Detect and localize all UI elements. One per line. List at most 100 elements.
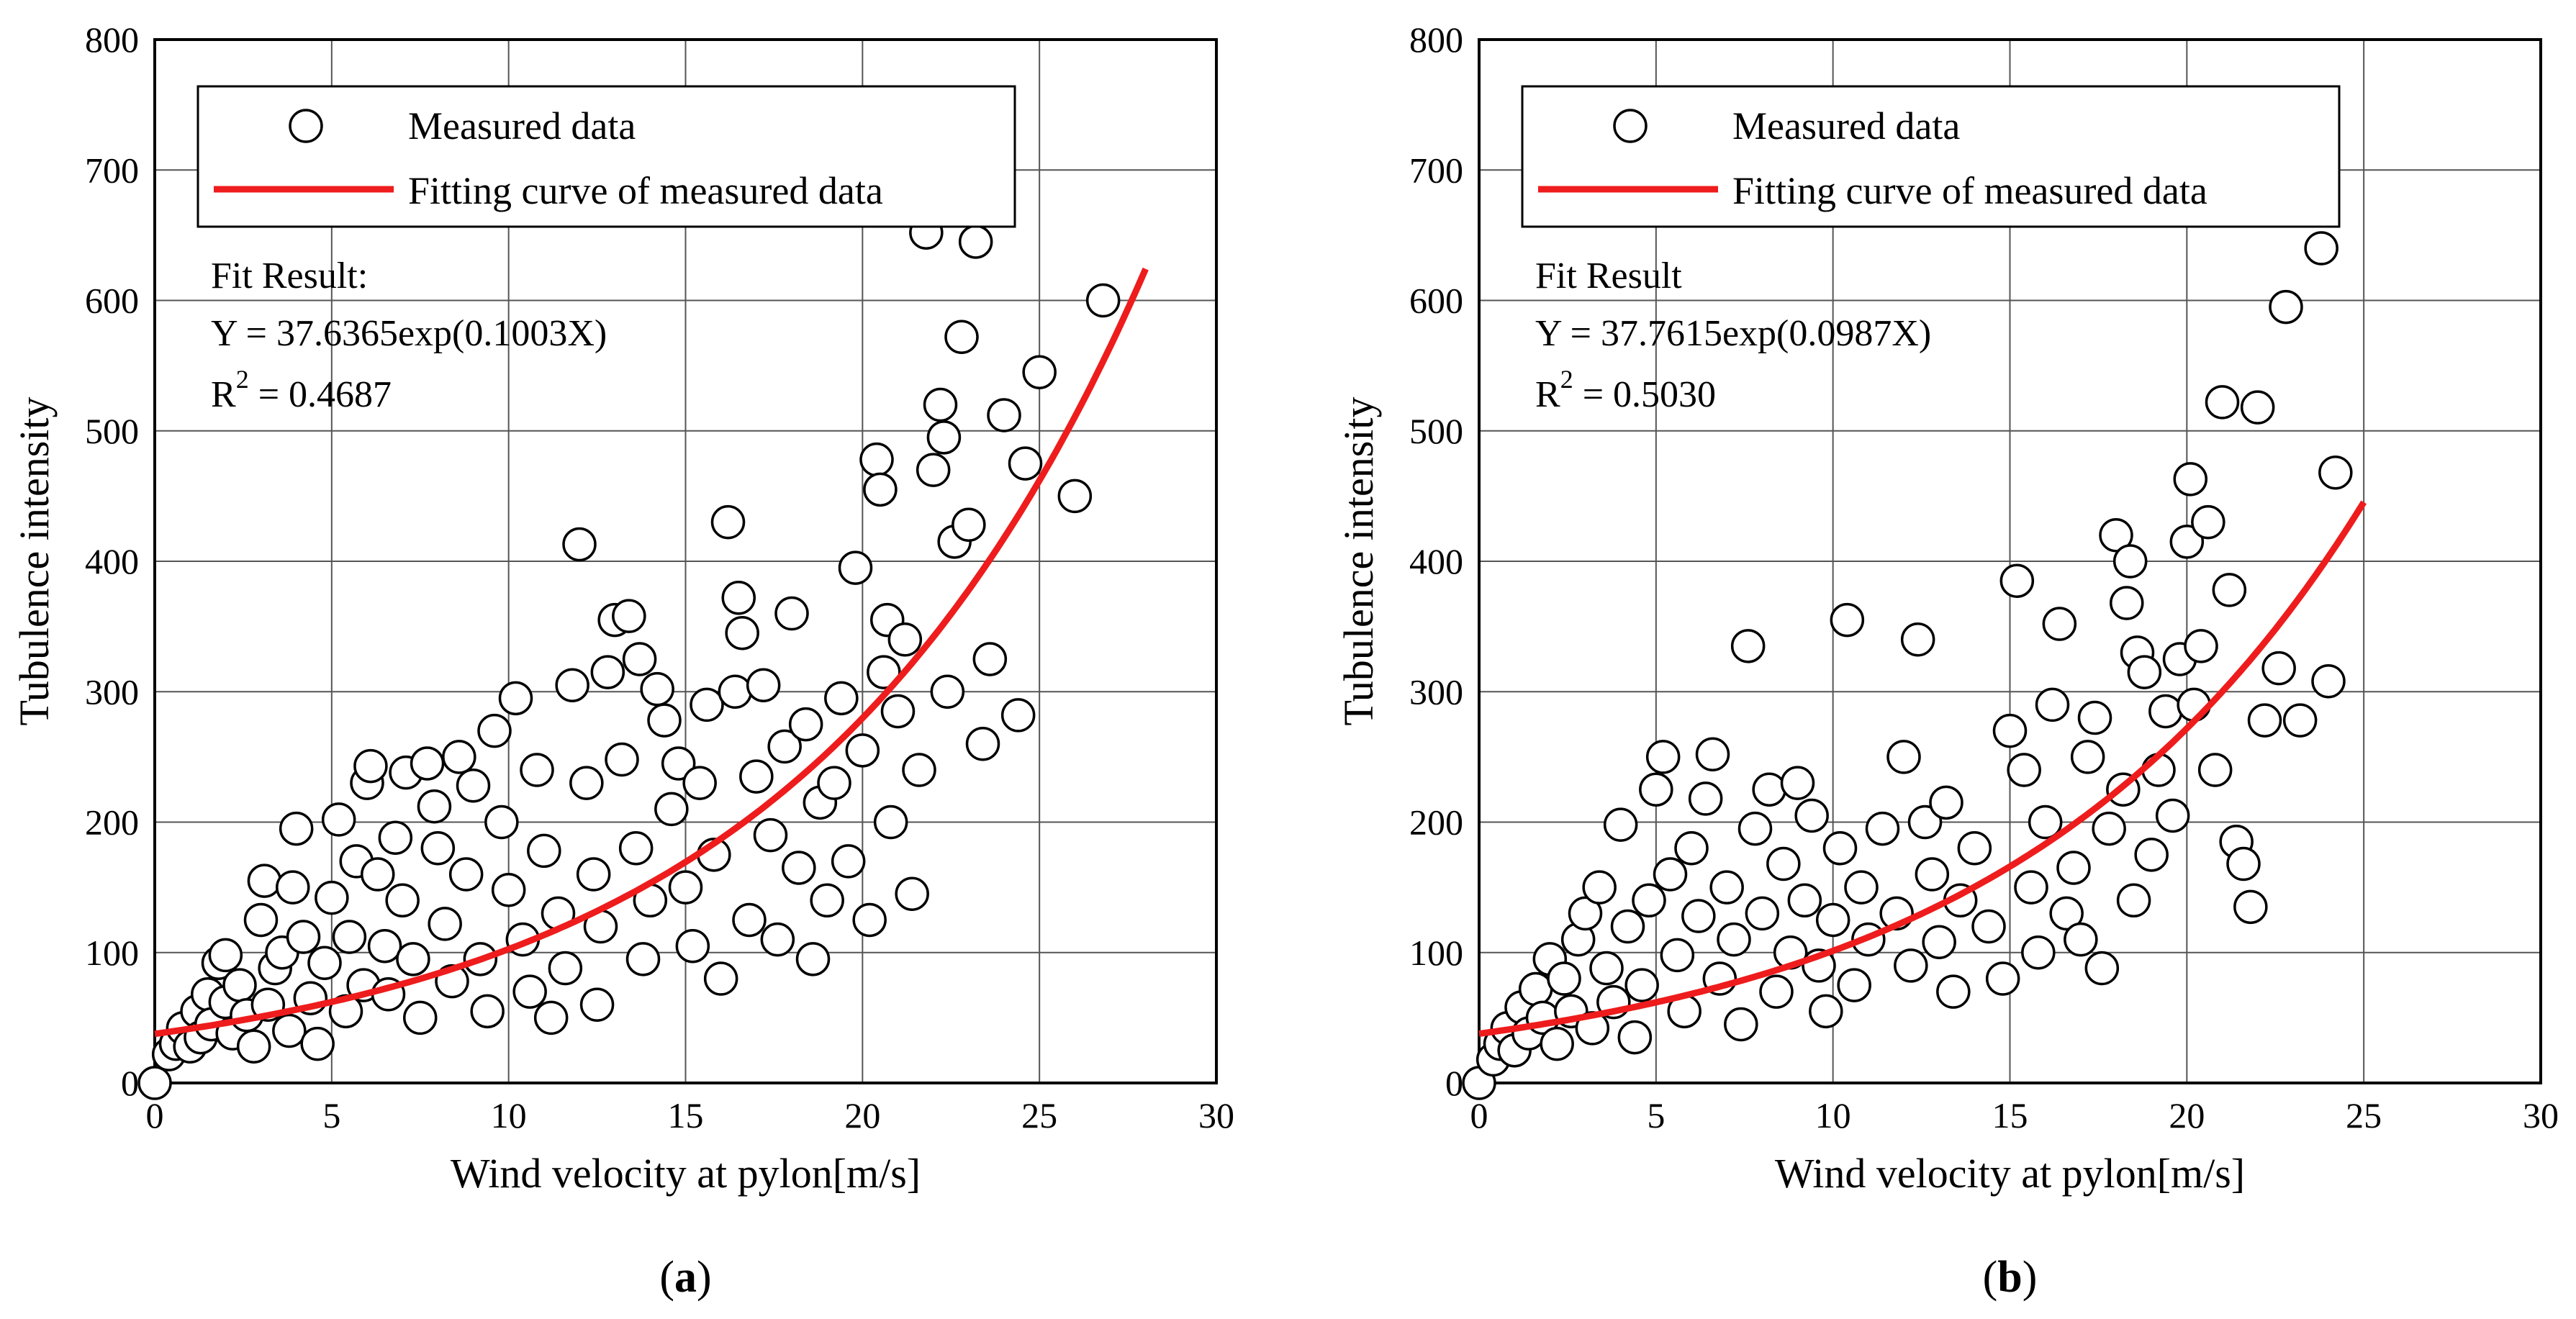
y-tick-label: 800 <box>85 19 139 60</box>
plot-frame <box>153 38 1218 1084</box>
data-point <box>1639 772 1673 807</box>
data-point <box>1730 629 1766 663</box>
y-tick-label: 800 <box>1409 19 1463 60</box>
r-squared-superscript: 2 <box>1560 365 1573 394</box>
legend-box <box>196 85 1016 228</box>
data-point <box>1985 961 2020 996</box>
data-point <box>682 766 717 800</box>
data-point <box>1547 961 1581 996</box>
caption-letter: b <box>1997 1253 2022 1302</box>
data-point <box>555 668 589 702</box>
data-point <box>1837 968 1871 1002</box>
x-tick-label: 10 <box>491 1095 527 1136</box>
data-point <box>1971 909 2006 944</box>
data-point <box>654 792 689 827</box>
data-point <box>2184 629 2218 663</box>
data-point <box>958 225 993 259</box>
data-point <box>926 420 962 455</box>
data-point <box>2261 651 2296 686</box>
data-point <box>2304 231 2338 266</box>
x-tick-label: 15 <box>668 1095 704 1136</box>
data-point <box>1759 974 1794 1009</box>
data-point <box>880 694 916 729</box>
data-point <box>725 615 759 651</box>
r-squared: R2 = 0.4687 <box>211 365 392 415</box>
data-point <box>2007 753 2041 787</box>
data-point <box>668 870 703 905</box>
fit-result: Fit Result Y = 37.7615exp(0.0987X) R2 = 0.… <box>1535 255 1931 415</box>
data-point <box>788 707 823 742</box>
data-point <box>332 920 367 954</box>
data-point <box>456 769 491 803</box>
caption-letter: a <box>674 1253 697 1302</box>
data-point <box>1809 994 1843 1029</box>
data-point <box>2070 740 2105 774</box>
data-point <box>315 880 349 915</box>
data-point <box>824 681 859 716</box>
data-point <box>895 876 929 911</box>
data-point <box>902 753 936 787</box>
data-point <box>930 674 965 709</box>
data-point <box>1894 948 1928 983</box>
data-point <box>952 507 986 542</box>
data-point <box>1787 883 1822 917</box>
data-point <box>279 811 314 846</box>
data-point <box>569 766 604 800</box>
scatter-points <box>1462 231 2353 1100</box>
data-point <box>533 1000 569 1035</box>
data-point <box>470 994 505 1029</box>
data-point <box>640 671 674 707</box>
data-point <box>1957 831 1992 866</box>
fit-equation: Y = 37.7615exp(0.0987X) <box>1535 313 1931 354</box>
x-tick-label: 5 <box>1647 1095 1665 1136</box>
fitting-curve <box>1478 500 2367 1038</box>
data-point <box>923 387 958 422</box>
data-point <box>1674 831 1709 866</box>
x-tick-label: 30 <box>1198 1095 1234 1136</box>
data-point <box>1936 974 1971 1009</box>
data-point <box>2134 838 2169 872</box>
data-point <box>247 864 282 898</box>
data-point <box>2282 703 2318 738</box>
y-tick-label: 0 <box>1445 1063 1463 1103</box>
data-point <box>916 453 951 487</box>
data-point <box>1660 938 1695 973</box>
data-point <box>2311 664 2346 699</box>
data-point <box>739 759 774 794</box>
data-point <box>1568 896 1603 931</box>
data-point <box>396 942 430 976</box>
data-point <box>987 398 1021 432</box>
data-point <box>403 1000 438 1035</box>
data-point <box>2269 289 2303 325</box>
scatter-points <box>137 215 1121 1100</box>
data-point <box>520 753 554 787</box>
data-point <box>2028 804 2063 840</box>
data-point <box>2240 390 2275 425</box>
data-point <box>965 727 1000 761</box>
data-point <box>1717 922 1751 957</box>
data-point <box>1737 811 1773 846</box>
legend-label-fit: Fitting curve of measured data <box>408 169 883 212</box>
y-tick-label: 500 <box>85 411 139 451</box>
y-tick-label: 700 <box>1409 150 1463 190</box>
data-point <box>718 674 753 709</box>
data-point <box>1992 713 2028 748</box>
data-point <box>1724 1007 1758 1042</box>
plot-frame <box>1478 38 2542 1084</box>
caption-paren-close: ) <box>2023 1253 2038 1302</box>
y-tick-label: 100 <box>1409 933 1463 973</box>
data-point <box>1999 563 2035 598</box>
data-point <box>1085 283 1121 318</box>
data-point <box>2116 883 2151 917</box>
data-point <box>647 703 682 738</box>
data-point <box>1745 896 1780 931</box>
data-point <box>448 857 484 892</box>
data-point <box>2205 385 2240 420</box>
caption-paren-open: ( <box>1983 1253 1998 1302</box>
x-axis-title: Wind velocity at pylon[m/s] <box>451 1150 921 1197</box>
data-point <box>1830 602 1865 638</box>
data-point <box>576 857 611 892</box>
data-point <box>859 442 894 477</box>
data-point <box>1022 355 1057 389</box>
